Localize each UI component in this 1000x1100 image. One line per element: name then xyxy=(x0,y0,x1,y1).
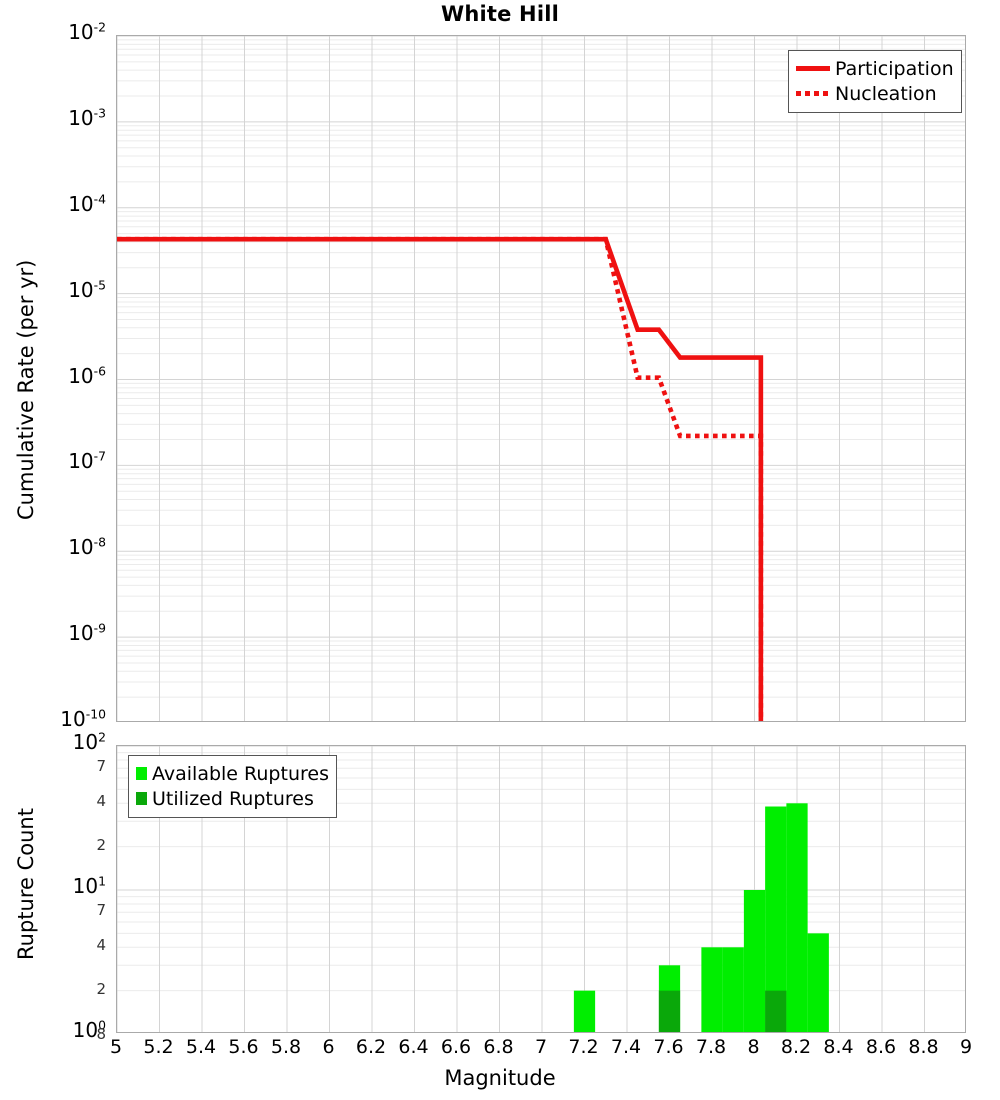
y-tick-label: 10-7 xyxy=(68,448,106,474)
x-tick-label: 6.4 xyxy=(398,1036,429,1058)
y-tick-label: 10-9 xyxy=(68,620,106,646)
x-tick-label: 9 xyxy=(959,1036,973,1058)
x-tick-label: 8.2 xyxy=(780,1036,812,1058)
x-tick-label: 6 xyxy=(322,1036,335,1058)
y-tick-label: 10-4 xyxy=(68,191,106,216)
rupture-legend: Available Ruptures Utilized Ruptures xyxy=(128,755,337,818)
y-tick-minor-label: 2 xyxy=(96,835,106,854)
x-tick-label: 5.4 xyxy=(185,1036,217,1058)
y-tick-minor-label: 8 xyxy=(96,1025,106,1043)
y-tick-minor-label: 4 xyxy=(96,936,106,955)
x-tick-label: 7.4 xyxy=(610,1036,642,1058)
bar-available xyxy=(786,803,808,1032)
y-tick-label: 10-5 xyxy=(68,276,106,302)
y-tick-label: 10-10 xyxy=(60,706,106,731)
bar-available xyxy=(701,947,723,1032)
x-tick-label: 7.2 xyxy=(568,1036,599,1058)
bar-available xyxy=(573,990,596,1032)
y-tick-label: 10-6 xyxy=(68,362,106,388)
y-tick-minor-label: 7 xyxy=(96,757,106,776)
x-tick-label: 8.4 xyxy=(823,1036,854,1058)
x-tick-label: 5 xyxy=(109,1036,123,1058)
y-tick-label: 100 xyxy=(72,1017,106,1042)
x-tick-label: 8.6 xyxy=(865,1036,897,1058)
utilized-swatch-icon xyxy=(136,792,147,805)
y-tick-label: 10-3 xyxy=(68,105,106,130)
y-tick-label: 10-2 xyxy=(68,19,106,44)
x-tick-label: 7.6 xyxy=(653,1036,684,1058)
x-tick-label: 7 xyxy=(534,1036,548,1058)
x-tick-label: 6.8 xyxy=(483,1036,514,1058)
bar-available xyxy=(743,890,766,1032)
legend-label-utilized: Utilized Ruptures xyxy=(152,787,314,810)
curve-legend: Participation Nucleation xyxy=(788,50,962,113)
solid-line-icon xyxy=(796,66,830,71)
y-tick-label: 10-8 xyxy=(68,534,106,560)
dotted-line-icon xyxy=(796,91,830,96)
legend-label-nucleation: Nucleation xyxy=(835,82,937,105)
bar-utilized xyxy=(658,990,681,1032)
available-swatch-icon xyxy=(136,767,147,780)
x-axis-label: Magnitude xyxy=(444,1066,556,1090)
legend-item-available: Available Ruptures xyxy=(136,761,329,786)
y-tick-label: 101 xyxy=(72,873,106,898)
y-tick-minor-label: 4 xyxy=(96,792,106,811)
bar-available xyxy=(722,947,744,1032)
x-tick-label: 6.2 xyxy=(355,1036,387,1058)
bar-available xyxy=(765,806,787,1032)
legend-label-available: Available Ruptures xyxy=(152,762,329,785)
legend-item-utilized: Utilized Ruptures xyxy=(136,786,329,811)
y-tick-label: 102 xyxy=(72,729,106,754)
x-tick-label: 5.2 xyxy=(143,1036,174,1058)
bar-utilized xyxy=(765,990,787,1032)
cumulative-rate-svg xyxy=(117,36,965,721)
curve-nucleation xyxy=(117,236,764,721)
x-tick-label: 8.8 xyxy=(908,1036,939,1058)
y-tick-minor-label: 7 xyxy=(96,901,106,920)
x-tick-label: 7.8 xyxy=(695,1036,727,1058)
legend-item-participation: Participation xyxy=(796,56,954,81)
cumulative-rate-plot xyxy=(116,35,966,722)
page-title: White Hill xyxy=(440,2,560,26)
x-tick-label: 5.6 xyxy=(228,1036,259,1058)
bar-available xyxy=(807,933,829,1032)
legend-item-nucleation: Nucleation xyxy=(796,81,954,106)
curve-participation xyxy=(117,236,764,721)
legend-label-participation: Participation xyxy=(835,57,954,80)
x-tick-label: 6.6 xyxy=(440,1036,472,1058)
x-tick-label: 5.8 xyxy=(270,1036,302,1058)
x-tick-label: 8 xyxy=(747,1036,760,1058)
y-tick-minor-label: 2 xyxy=(96,979,106,998)
